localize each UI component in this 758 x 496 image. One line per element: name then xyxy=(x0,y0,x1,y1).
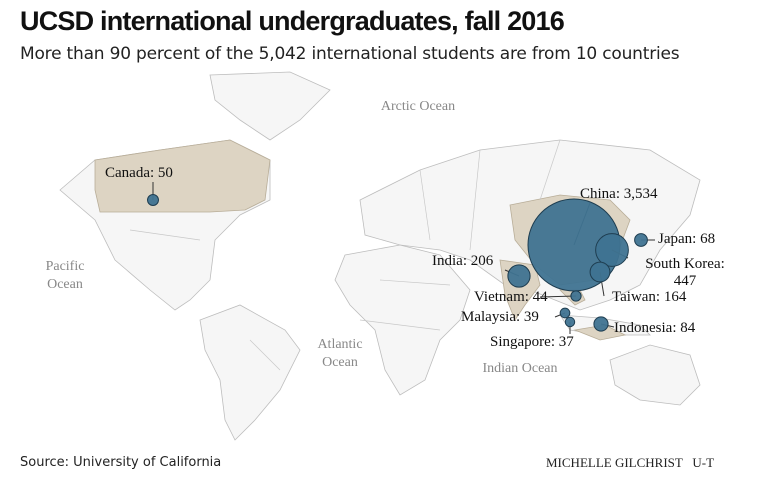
bubble xyxy=(564,316,576,328)
country-label: Taiwan: 164 xyxy=(612,289,687,305)
bubble xyxy=(559,307,571,319)
ocean-label: Indian Ocean xyxy=(482,361,558,376)
country-label: Singapore: 37 xyxy=(490,334,574,350)
country-label: India: 206 xyxy=(432,253,494,269)
bubble xyxy=(595,233,629,267)
ocean-label: Arctic Ocean xyxy=(380,99,456,114)
country-label: Canada: 50 xyxy=(105,165,173,181)
country-label: Japan: 68 xyxy=(658,231,716,247)
credit: MICHELLE GILCHRIST U-T xyxy=(546,455,715,470)
country-label: South Korea: 447 xyxy=(645,256,725,289)
land xyxy=(59,71,701,441)
subtitle: More than 90 percent of the 5,042 intern… xyxy=(20,44,680,64)
country-label: China: 3,534 xyxy=(580,186,658,202)
leader-line xyxy=(539,295,577,298)
title: UCSD international undergraduates, fall … xyxy=(20,6,565,36)
bubble xyxy=(634,233,648,247)
source: Source: University of California xyxy=(20,455,222,470)
bubble xyxy=(507,264,531,288)
bubble xyxy=(593,316,609,332)
ocean-label: Atlantic Ocean xyxy=(317,337,363,370)
ocean-label: Pacific Ocean xyxy=(45,259,85,292)
bubble xyxy=(570,290,582,302)
bubble xyxy=(147,194,159,206)
country-label: Indonesia: 84 xyxy=(614,320,696,336)
bubble xyxy=(589,261,611,283)
country-label: Malaysia: 39 xyxy=(461,309,539,325)
country-label: Vietnam: 44 xyxy=(474,289,548,305)
